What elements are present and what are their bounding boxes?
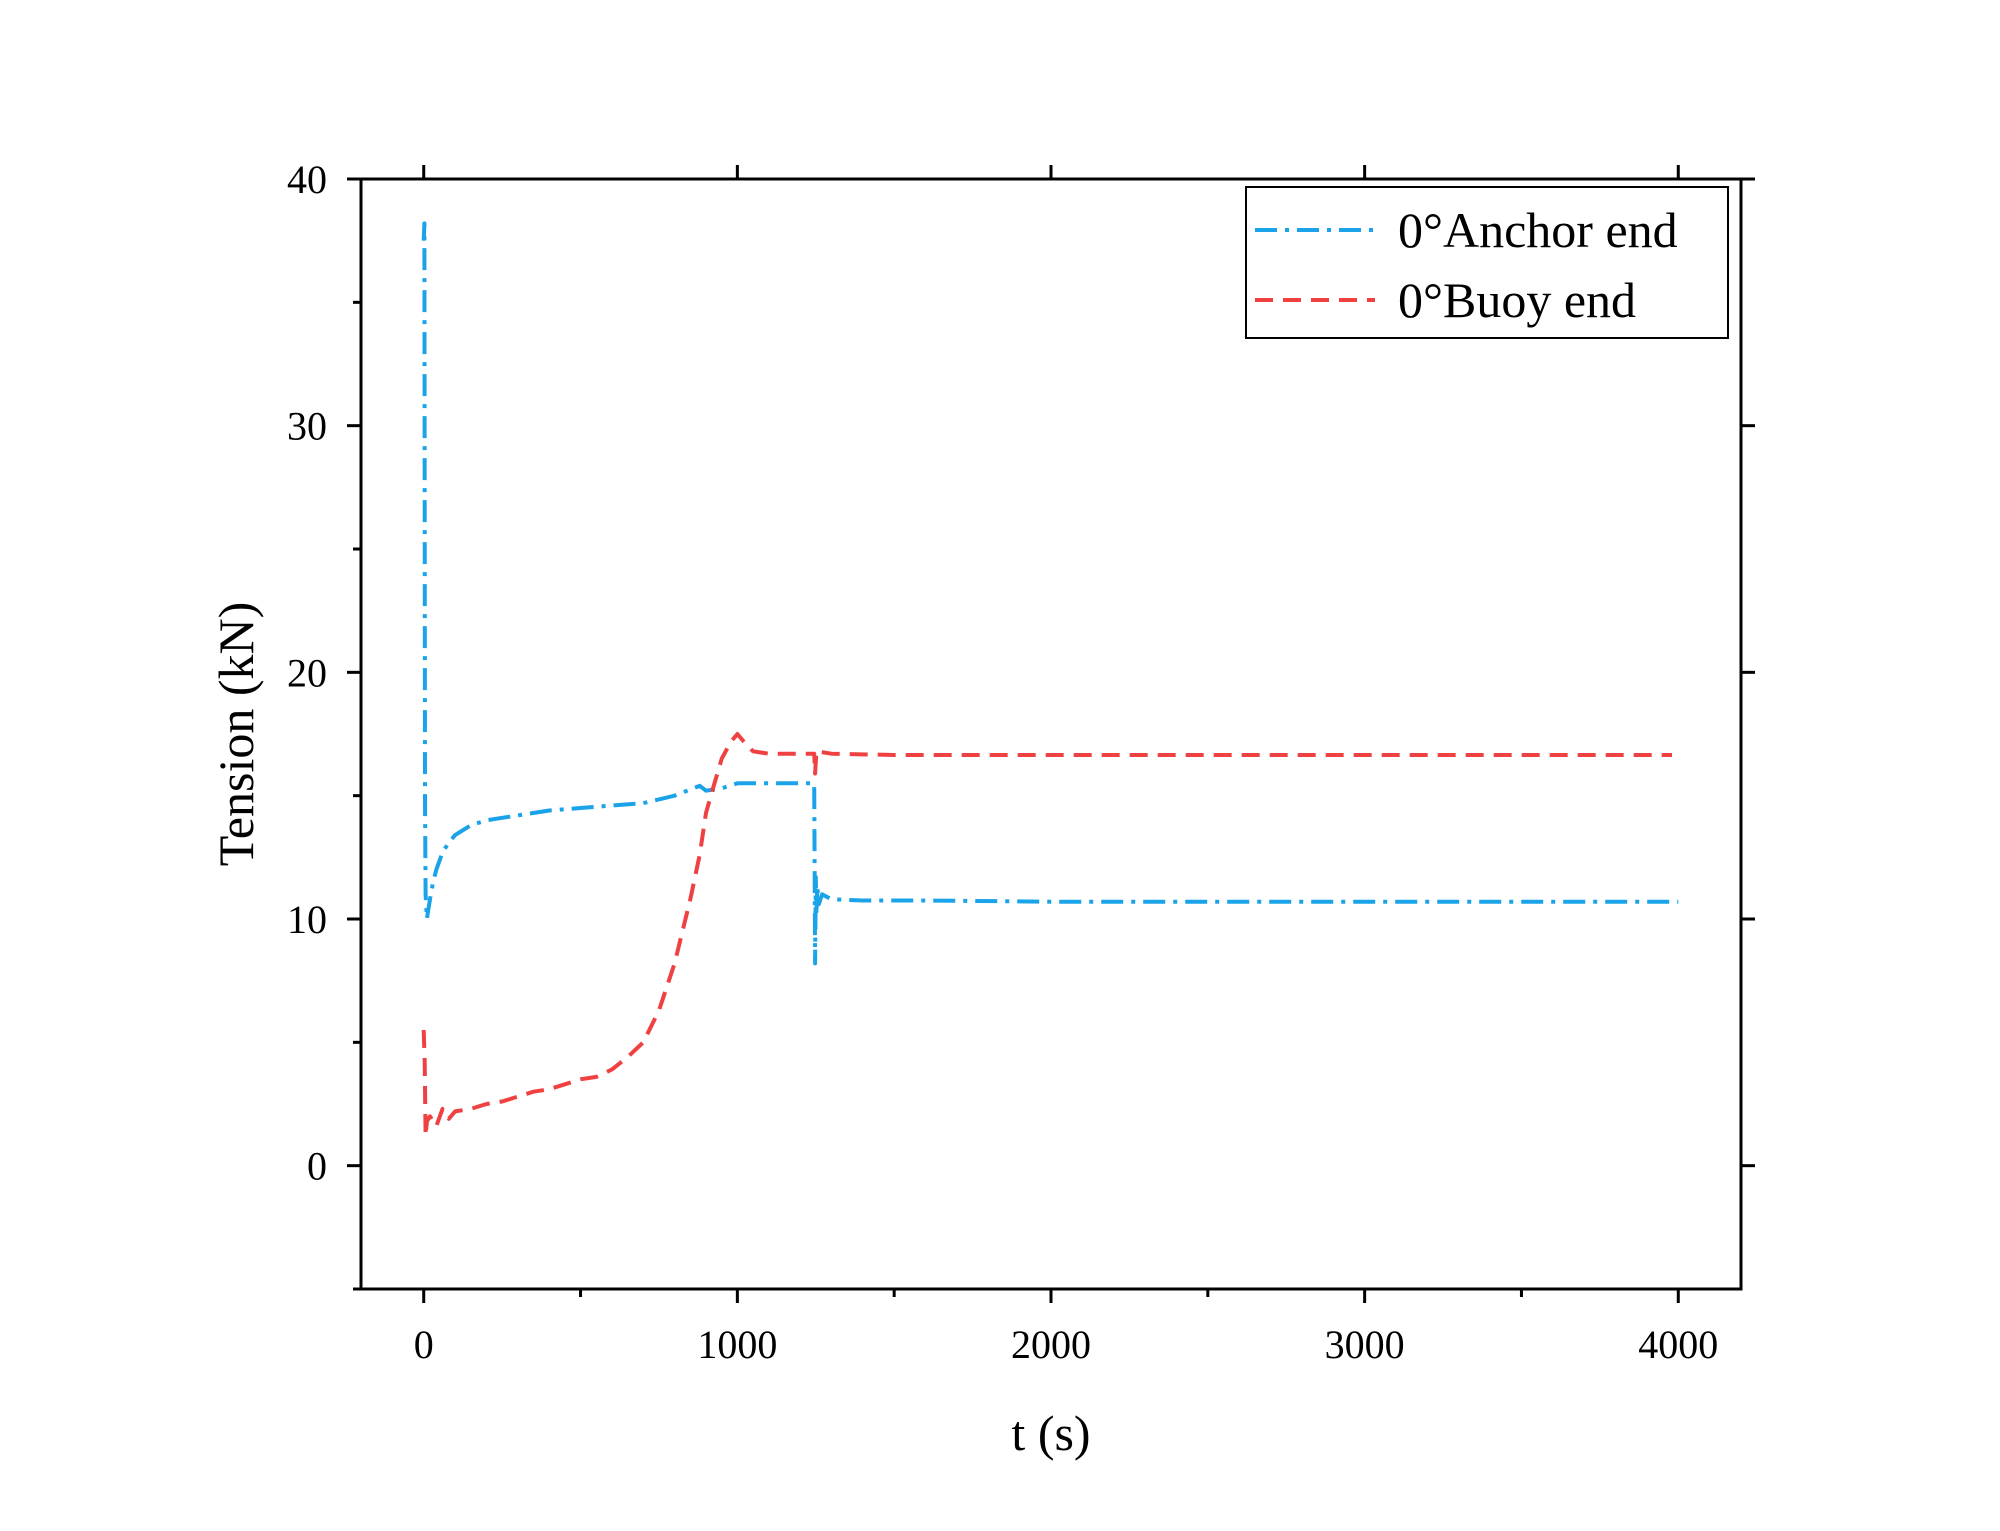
series-layer <box>421 221 1679 1139</box>
series-line-buoy-end <box>421 732 1672 1139</box>
x-axis-title: t (s) <box>1011 1405 1090 1461</box>
y-tick-label: 40 <box>287 157 327 202</box>
legend-label-buoy-end: 0°Buoy end <box>1398 272 1636 328</box>
tick-labels-layer: 0 1000 2000 3000 4000 0 10 20 30 40 <box>287 157 1718 1367</box>
x-tick-label: 3000 <box>1325 1322 1405 1367</box>
y-tick-label: 30 <box>287 404 327 449</box>
series-line-anchor-end <box>421 221 1679 966</box>
legend-box <box>1245 186 1729 339</box>
y-tick-label: 10 <box>287 897 327 942</box>
legend-label-anchor-end: 0°Anchor end <box>1398 202 1678 258</box>
x-tick-label: 4000 <box>1638 1322 1718 1367</box>
legend: 0°Anchor end 0°Buoy end <box>1245 186 1729 339</box>
y-tick-label: 0 <box>307 1144 327 1189</box>
x-tick-label: 0 <box>414 1322 434 1367</box>
y-axis-title: Tension (kN) <box>208 602 264 867</box>
x-tick-label: 1000 <box>697 1322 777 1367</box>
y-tick-label: 20 <box>287 650 327 695</box>
plot-frame <box>359 177 1743 1291</box>
ticks-layer <box>347 165 1755 1303</box>
x-tick-label: 2000 <box>1011 1322 1091 1367</box>
